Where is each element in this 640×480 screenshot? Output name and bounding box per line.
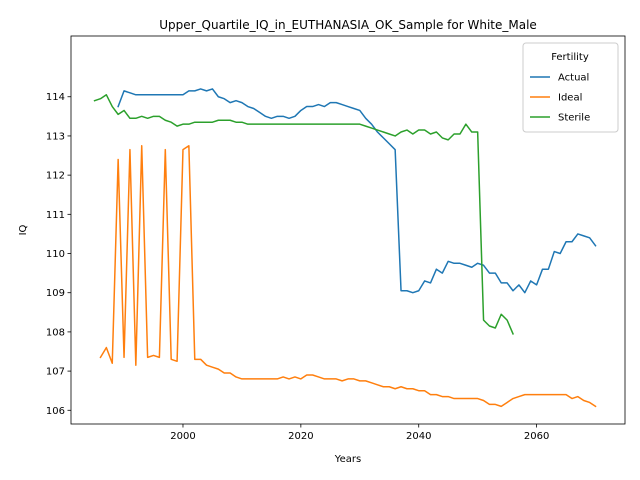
x-axis-label: Years	[334, 454, 361, 465]
y-tick-label: 109	[46, 288, 65, 299]
x-tick-label: 2040	[406, 431, 431, 442]
y-tick-label: 106	[46, 406, 65, 417]
y-tick-label: 108	[46, 327, 65, 338]
series-layer	[93, 88, 597, 408]
x-tick-label: 2000	[170, 431, 195, 442]
y-tick-label: 110	[46, 249, 65, 260]
legend-box	[522, 42, 619, 133]
y-tick-label: 111	[46, 210, 65, 221]
y-tick-label: 113	[46, 131, 65, 142]
y-axis: 106 107 108 109 110 111 112 113 114	[46, 92, 71, 417]
chart-title: Upper_Quartile_IQ_in_EUTHANASIA_OK_Sampl…	[159, 18, 537, 32]
legend-label-actual: Actual	[558, 73, 589, 84]
y-tick-label: 107	[46, 367, 65, 378]
y-axis-label: IQ	[18, 224, 29, 235]
legend-label-ideal: Ideal	[558, 93, 582, 104]
x-tick-label: 2020	[288, 431, 313, 442]
legend-title: Fertility	[551, 52, 589, 63]
x-axis: 2000 2020 2040 2060	[170, 424, 549, 442]
plot-frame	[70, 35, 626, 425]
legend-entries: Actual Ideal Sterile	[530, 73, 590, 124]
series-line-ideal	[99, 144, 597, 408]
series-line-actual	[117, 88, 597, 294]
y-tick-label: 114	[46, 92, 65, 103]
y-tick-label: 112	[46, 171, 65, 182]
x-tick-label: 2060	[524, 431, 549, 442]
legend-label-sterile: Sterile	[558, 113, 590, 124]
legend: Fertility Actual Ideal Sterile	[522, 42, 619, 133]
series-line-sterile	[93, 94, 515, 335]
